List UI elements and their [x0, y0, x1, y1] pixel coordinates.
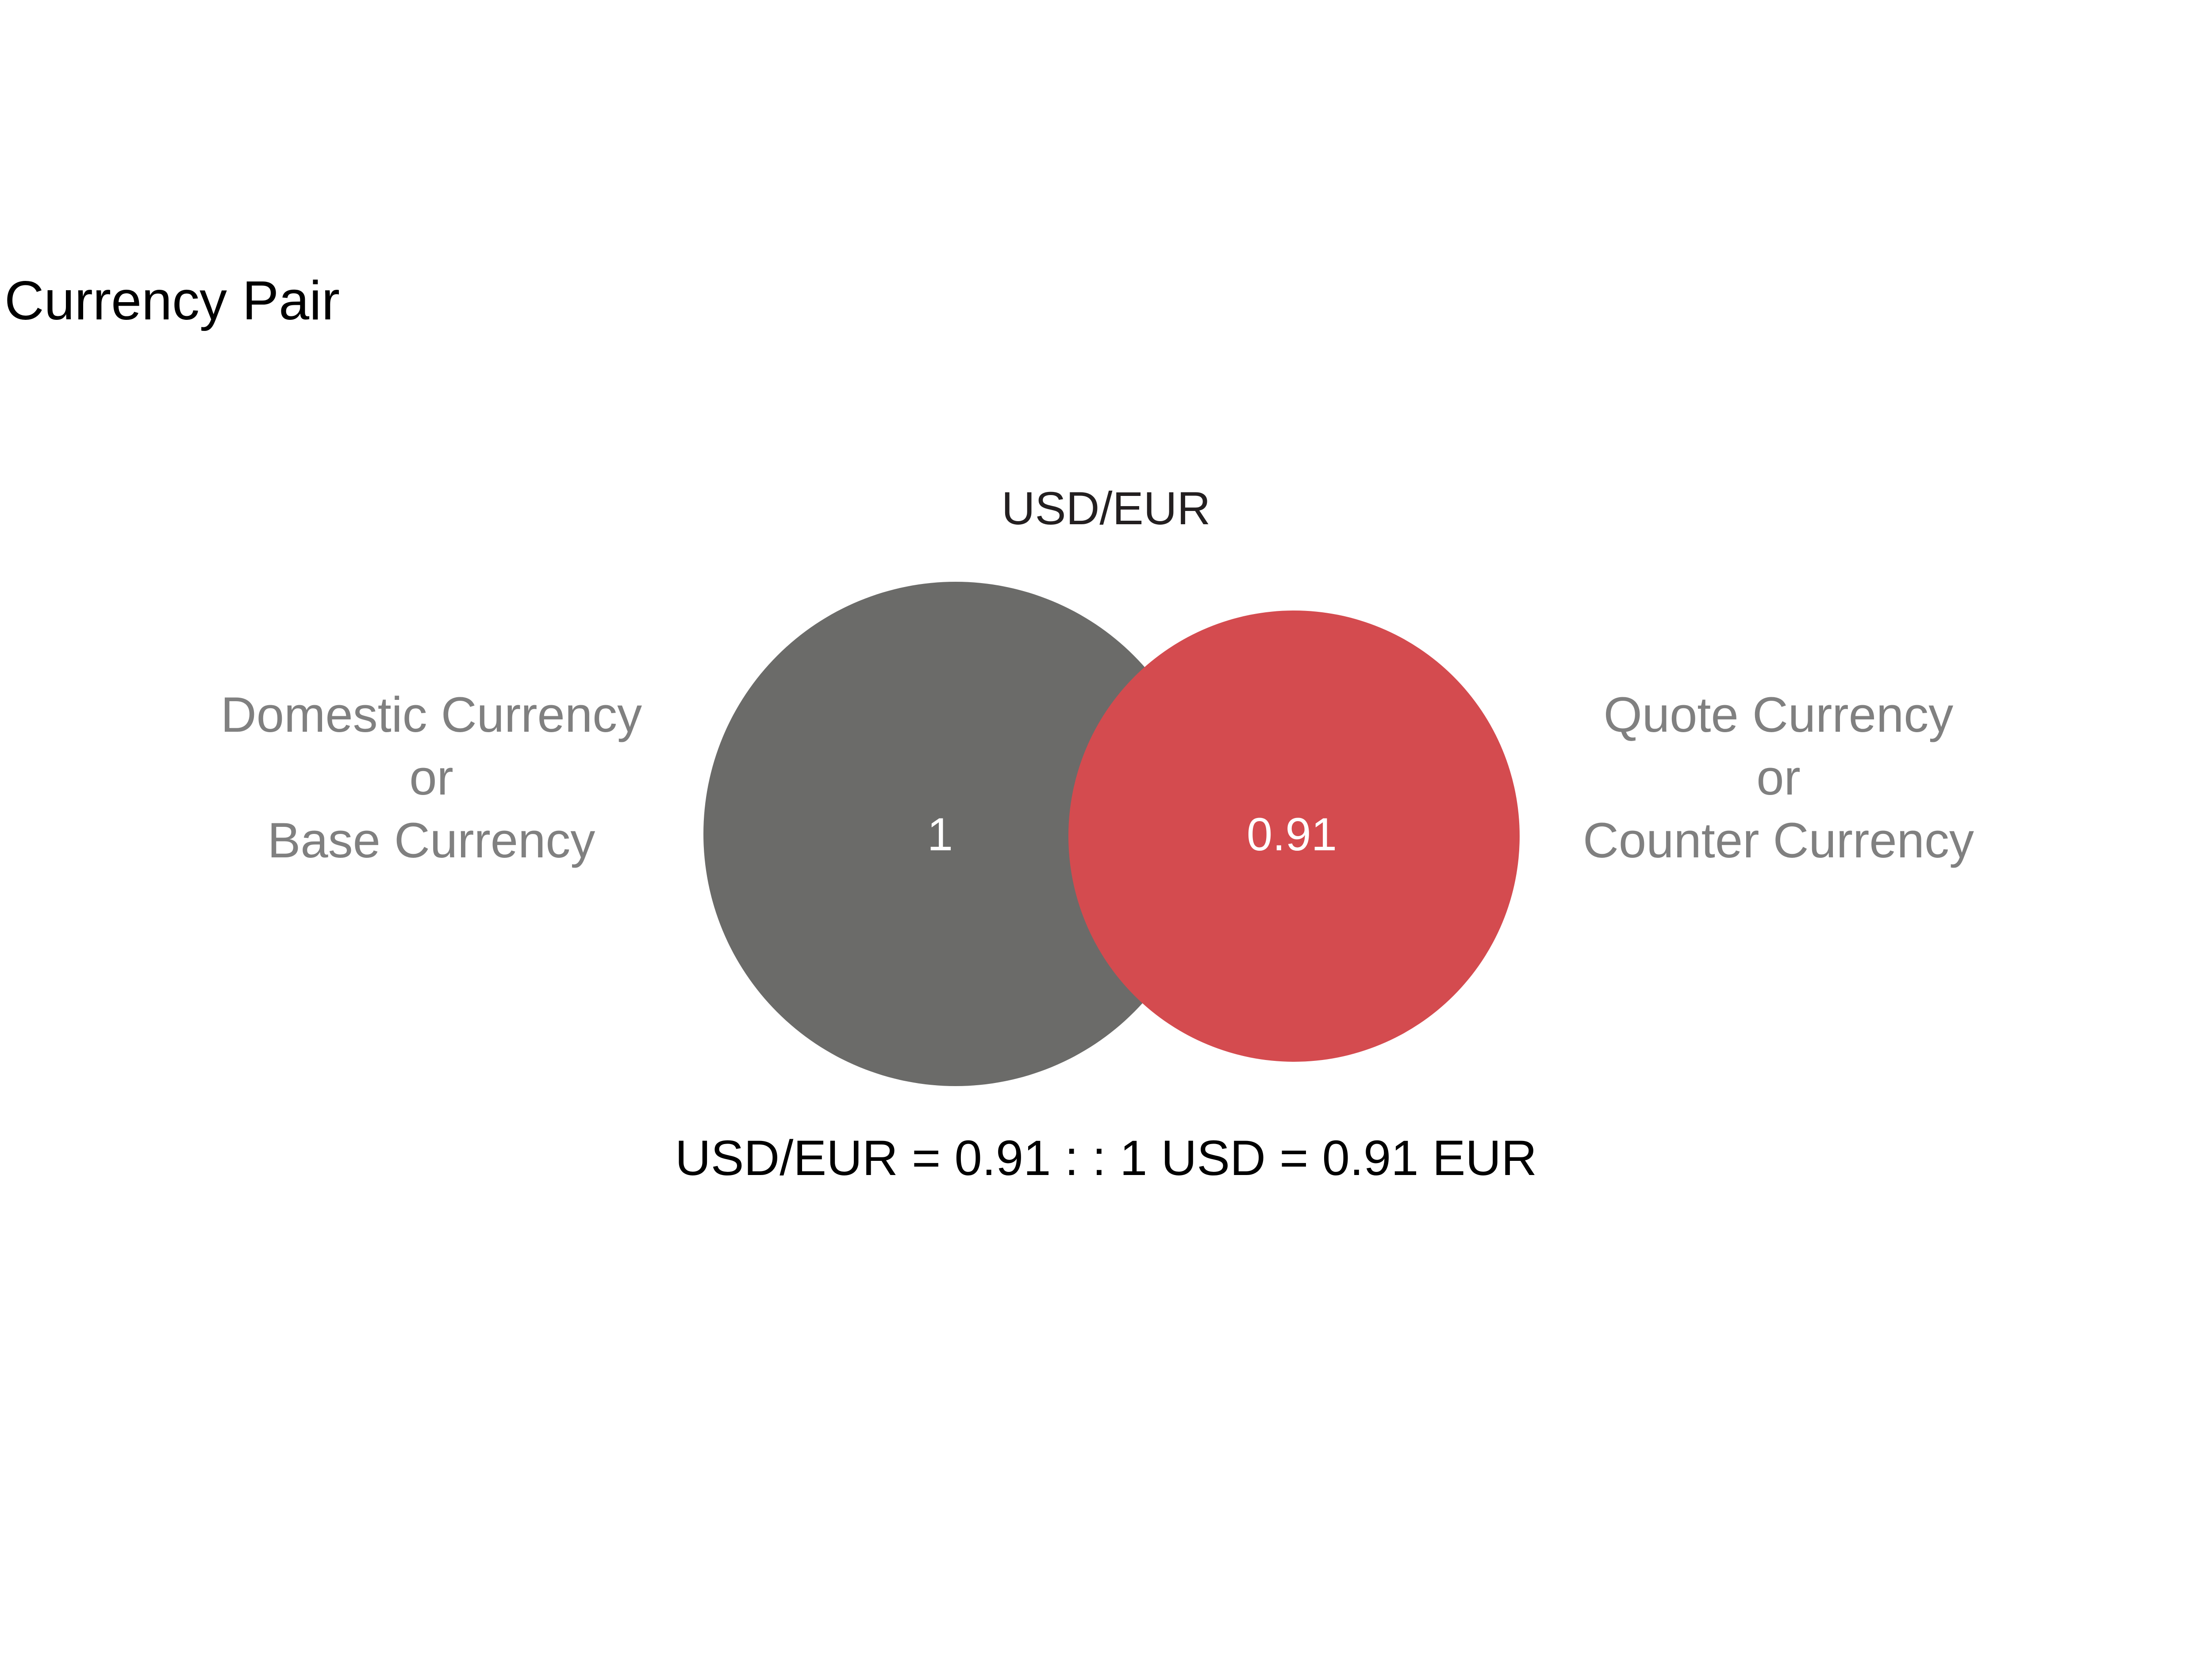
quote-currency-value: 0.91 — [1246, 809, 1337, 860]
base-label-line-3: Base Currency — [267, 813, 595, 868]
base-currency-label: Domestic Currency or Base Currency — [144, 684, 719, 872]
base-currency-value: 1 — [927, 809, 953, 860]
quote-label-line-3: Counter Currency — [1583, 813, 1974, 868]
quote-currency-circle — [1068, 611, 1520, 1062]
base-label-line-1: Domestic Currency — [220, 687, 642, 742]
quote-currency-label: Quote Currency or Counter Currency — [1491, 684, 2066, 872]
base-label-line-2: or — [409, 750, 453, 805]
quote-label-line-2: or — [1756, 750, 1801, 805]
currency-pair-label: USD/EUR — [1001, 483, 1211, 534]
quote-label-line-1: Quote Currency — [1603, 687, 1954, 742]
diagram-title: Currency Pair — [4, 270, 340, 331]
exchange-rate-equation: USD/EUR = 0.91 : : 1 USD = 0.91 EUR — [675, 1130, 1537, 1186]
